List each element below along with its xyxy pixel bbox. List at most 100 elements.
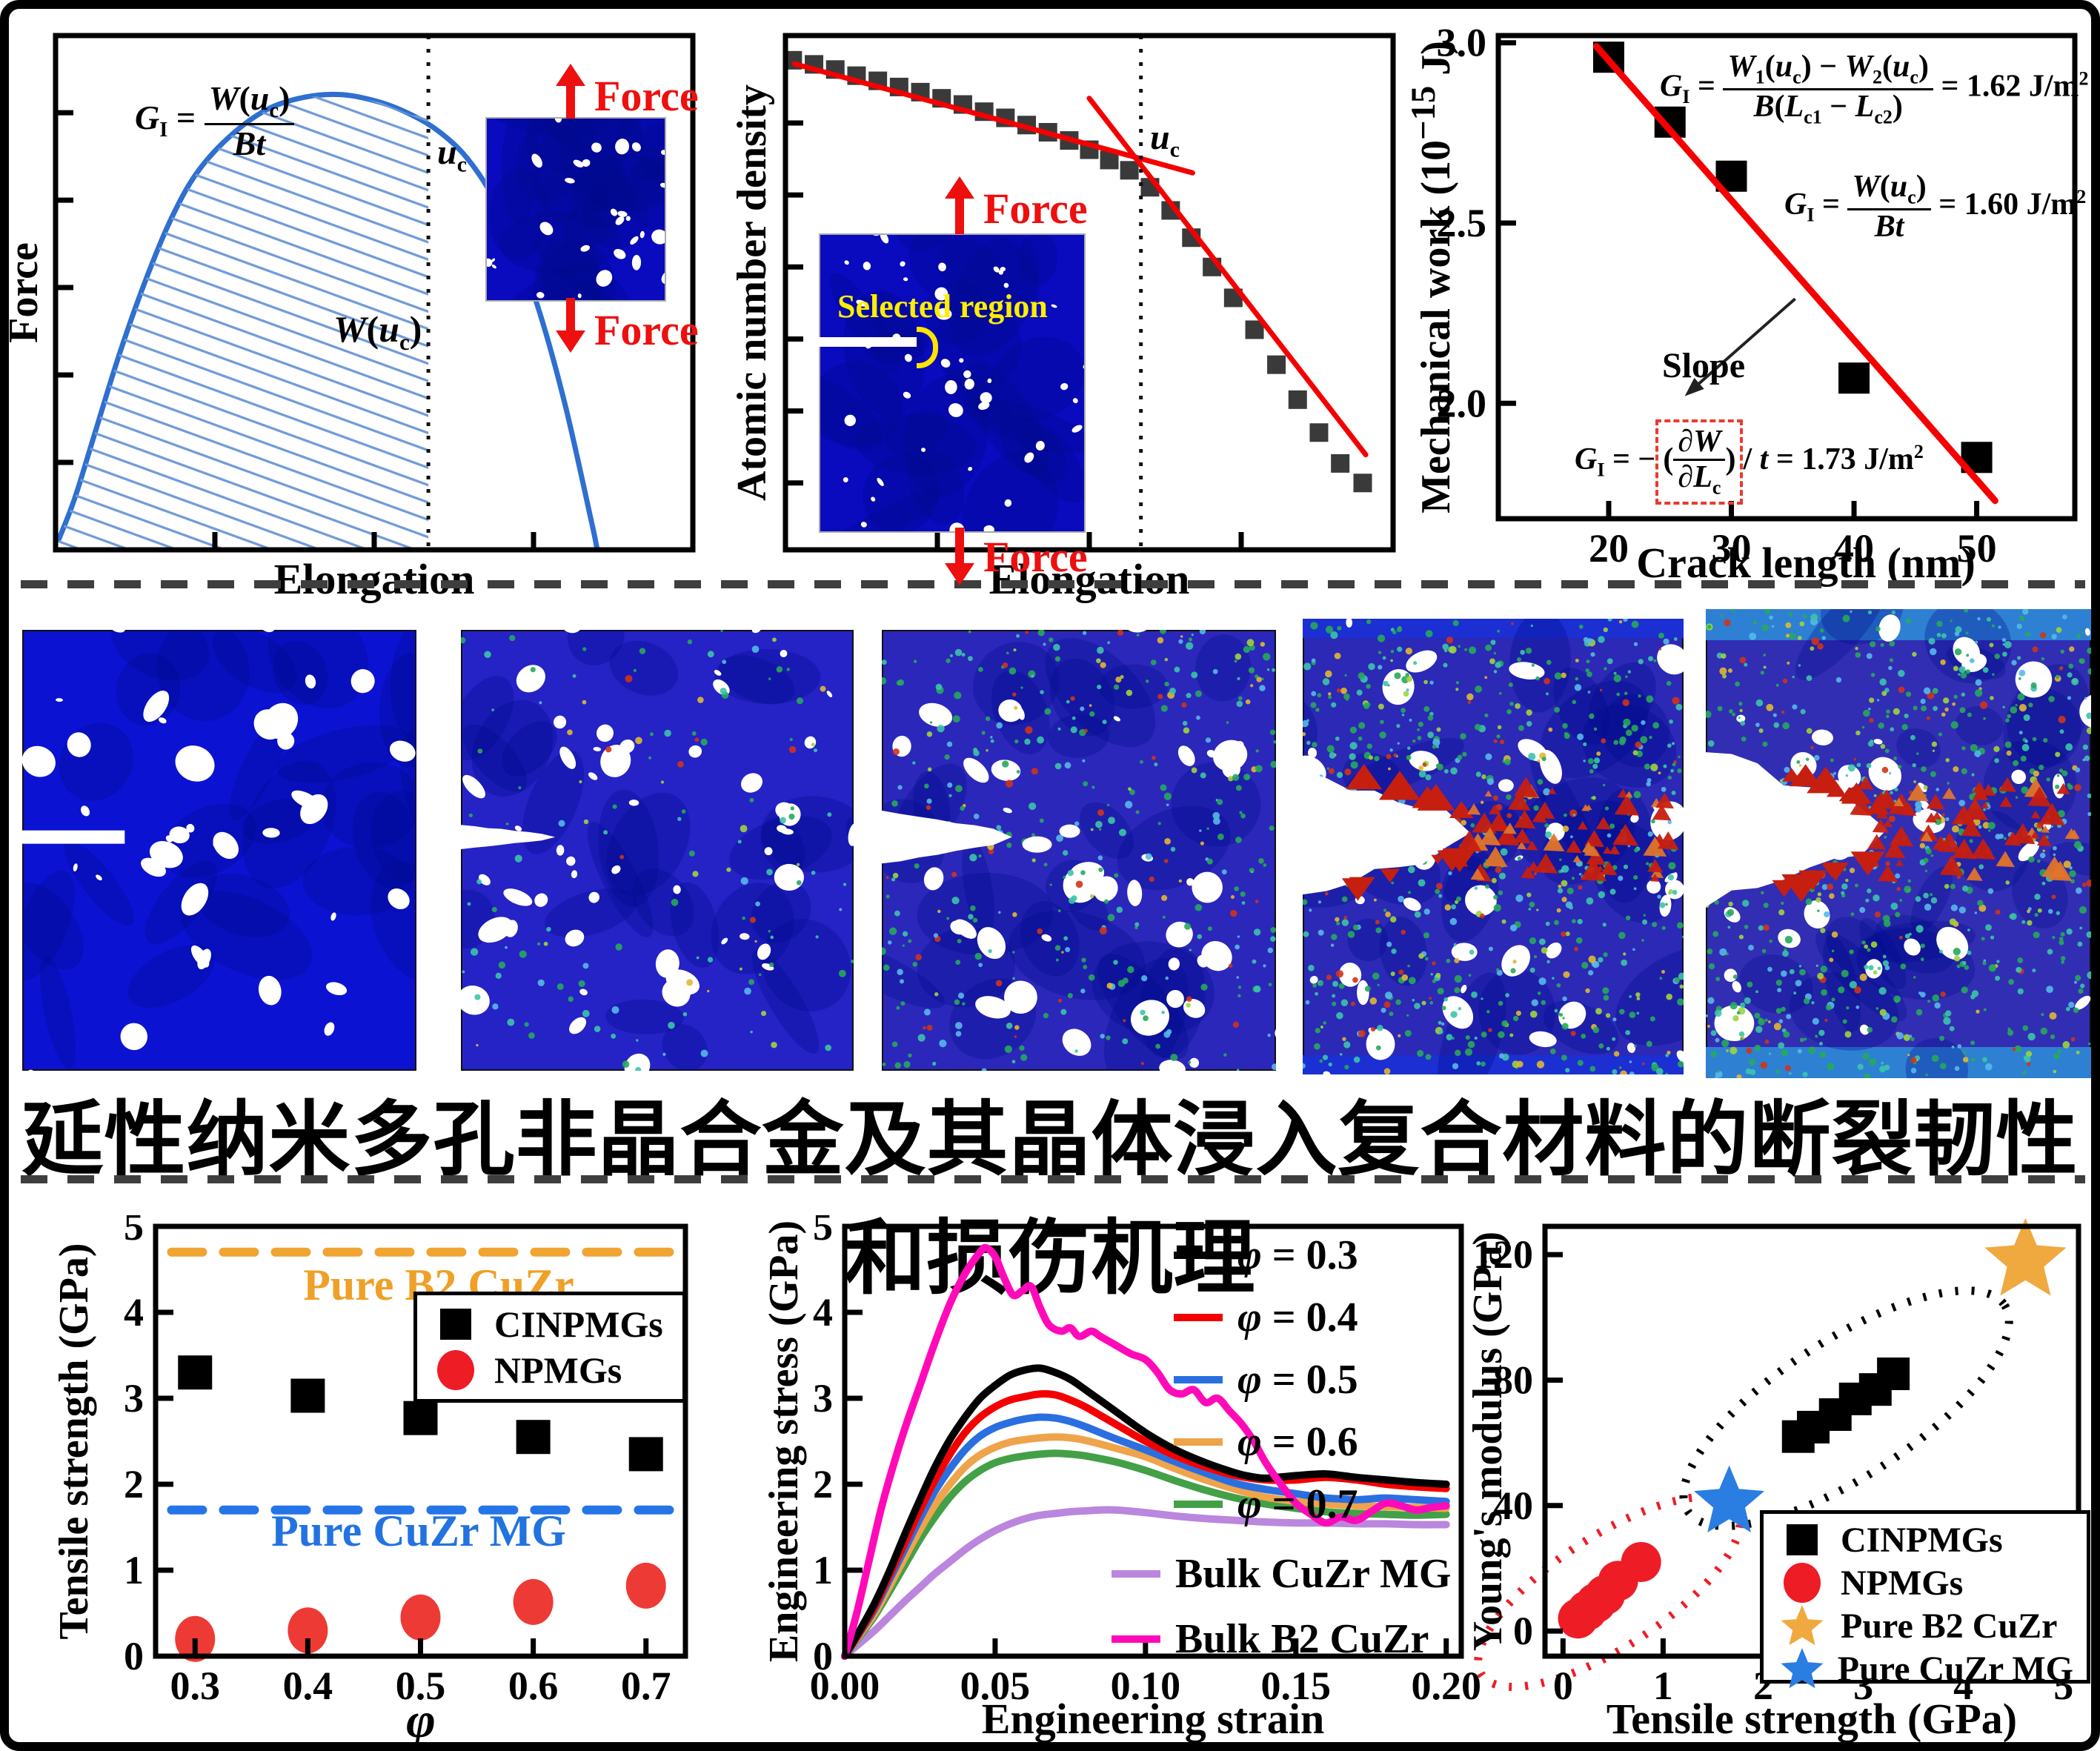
force-up-label: Force [594,72,699,120]
gi-formula: GI = W(uc) Bt [135,80,295,162]
circle-marker-icon [1784,1563,1821,1603]
line-marker-icon [1174,1438,1223,1446]
square-marker-icon [1787,1524,1818,1555]
svg-text:80: 80 [1493,1358,1533,1402]
inset-crack-notch [917,327,938,368]
strength-x-axis-label: Tensile strength (GPa) [1606,1695,2018,1743]
force-arrow-up-icon-2 [943,176,976,238]
square-marker-icon [440,1309,471,1340]
uc-label-2: uc [1150,118,1180,162]
svg-text:0: 0 [124,1634,144,1678]
stress-y-axis-label: Engineering stress (GPa) [761,1220,807,1663]
svg-text:3.0: 3.0 [1437,24,1487,65]
legend-entry-label: φ = 0.7 [1237,1481,1358,1527]
force-arrow-down-icon-2 [943,528,976,589]
legend-entry: φ = 0.5 [1174,1356,1358,1403]
svg-text:1: 1 [813,1548,833,1592]
modulus-y-axis-label: Young's modulus (GPa) [1465,1231,1511,1652]
legend-entry: φ = 0.3 [1174,1232,1358,1279]
gi-work-formula: GI = W(uc) Bt = 1.60 J/m2 [1784,170,2087,244]
legend-entry: Pure B2 CuZr [1777,1604,2073,1647]
modulus-legend: CINPMGs NPMGs Pure B2 CuZr Pure CuZr MG [1760,1510,2090,1689]
svg-text:4: 4 [813,1290,833,1335]
legend-entry-label: Pure CuZr MG [1837,1649,2073,1689]
svg-text:20: 20 [1589,526,1629,571]
line-marker-icon [1112,1635,1160,1643]
svg-text:0.3: 0.3 [170,1664,220,1708]
mech-work-x-axis-label: Crack length (nm) [1636,539,1976,587]
svg-text:0.7: 0.7 [621,1664,671,1708]
line-marker-icon [1174,1314,1223,1321]
force-arrow-down-icon [554,298,587,356]
svg-text:0: 0 [1513,1609,1533,1653]
dashed-divider-top [21,580,2085,588]
legend-entry-label: NPMGs [494,1349,622,1391]
svg-text:2.5: 2.5 [1437,201,1487,245]
svg-text:0.4: 0.4 [283,1664,333,1708]
selected-region-label: Selected region [837,288,1048,325]
slope-label: Slope [1662,346,1746,385]
svg-text:40: 40 [1493,1483,1533,1528]
line-marker-icon [1174,1376,1223,1383]
force-elongation-chart [53,33,696,553]
legend-entry: NPMGs [1777,1561,2073,1604]
pure-cuzr-mg-label: Pure CuZr MG [271,1506,566,1555]
legend-entry: φ = 0.4 [1174,1294,1358,1341]
legend-entry: Pure CuZr MG [1777,1647,2073,1690]
force-x-axis-label: Elongation [273,555,475,603]
line-marker-icon [1174,1252,1223,1259]
svg-text:0.6: 0.6 [508,1664,559,1708]
force-arrow-up-icon [554,64,587,122]
tensile-legend: CINPMGs NPMGs [413,1292,686,1403]
tensile-strength-chart: 0.3 0.4 0.5 0.6 0.7 0 1 2 3 4 5 [124,1215,688,1708]
legend-entry-label: Bulk CuZr MG [1175,1551,1452,1597]
svg-text:30: 30 [1712,526,1752,571]
line-marker-icon [1174,1501,1223,1508]
legend-entry: CINPMGs [1777,1518,2073,1561]
strain-x-axis-label: Engineering strain [981,1695,1325,1743]
star-marker-icon [1781,1605,1824,1646]
legend-entry: NPMGs [431,1349,669,1392]
legend-entry-label: φ = 0.4 [1237,1295,1358,1340]
star-marker-icon [1781,1648,1824,1689]
svg-text:0: 0 [813,1634,833,1678]
tensile-y-axis-label: Tensile strength (GPa) [51,1243,97,1640]
phi-legend: φ = 0.3 φ = 0.4 φ = 0.5 φ = 0.6 φ = 0.7 [1174,1232,1358,1528]
legend-entry-label: CINPMGs [1841,1520,2003,1560]
legend-entry-label: CINPMGs [494,1303,663,1345]
force-down-label: Force [594,306,699,354]
circle-marker-icon [437,1350,474,1390]
svg-text:1: 1 [124,1548,144,1592]
svg-text:5: 5 [813,1215,833,1249]
legend-entry-label: Pure B2 CuZr [1841,1606,2058,1646]
work-area-label: W(uc) [333,308,422,355]
svg-text:3: 3 [124,1376,144,1421]
svg-text:0: 0 [1553,1664,1573,1708]
svg-text:4: 4 [124,1290,144,1335]
atomic-density-chart [782,33,1396,553]
svg-text:0.20: 0.20 [1411,1664,1481,1708]
sim-snapshot-1 [22,630,416,1071]
legend-entry: CINPMGs [431,1303,669,1346]
dashed-divider-bottom [21,1175,2085,1183]
svg-text:120: 120 [1473,1232,1533,1277]
legend-entry: φ = 0.7 [1174,1481,1358,1528]
legend-entry-label: NPMGs [1841,1563,1964,1603]
force-down-label-2: Force [983,533,1088,581]
bulk-legend: Bulk CuZr MG Bulk B2 CuZr [1112,1550,1451,1663]
selected-region-inset-image [819,233,1086,533]
density-y-axis-label: Atomic number density [729,84,775,502]
legend-entry-label: Bulk B2 CuZr [1175,1616,1429,1662]
phi-x-axis-label: φ [406,1692,436,1748]
legend-entry: φ = 0.6 [1174,1418,1358,1466]
sim-snapshot-2 [461,630,854,1071]
svg-text:2: 2 [124,1462,144,1506]
svg-text:0.15: 0.15 [1261,1664,1332,1708]
svg-text:2: 2 [813,1462,833,1506]
mechanical-work-chart: 20 30 40 50 2.0 2.5 3.0 [1437,24,2078,571]
uc-label: uc [437,133,467,177]
sim-snapshot-4 [1303,619,1684,1074]
legend-entry-label: φ = 0.6 [1237,1419,1358,1465]
svg-text:0.10: 0.10 [1111,1664,1181,1708]
